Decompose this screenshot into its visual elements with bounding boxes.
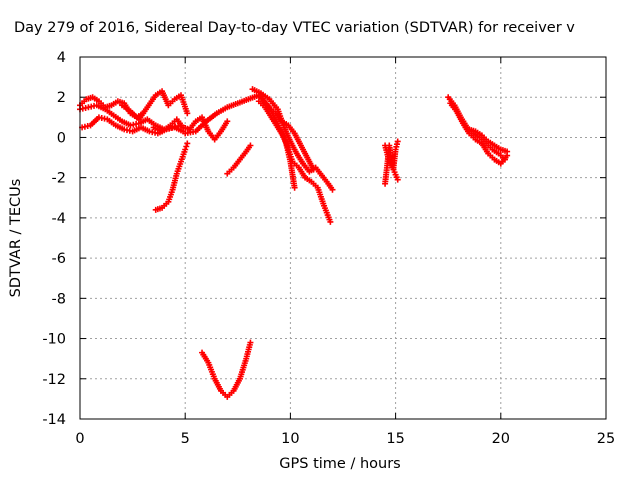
plot-frame	[79, 56, 607, 420]
data-point	[394, 138, 401, 145]
x-tick-label: 15	[386, 431, 404, 447]
x-tick-label: 20	[492, 431, 510, 447]
data-point	[504, 148, 511, 155]
y-tick-label: -6	[52, 251, 66, 267]
x-tick-label: 0	[75, 431, 84, 447]
chart-title: Day 279 of 2016, Sidereal Day-to-day VTE…	[14, 20, 575, 36]
data-point	[183, 143, 190, 150]
y-tick-label: -12	[42, 372, 66, 388]
y-tick-label: 4	[57, 50, 66, 66]
x-tick-label: 25	[597, 431, 615, 447]
y-tick-label: -8	[52, 291, 66, 307]
x-tick-label: 10	[281, 431, 299, 447]
data-point	[310, 166, 317, 173]
y-tick-label: -14	[42, 412, 66, 428]
y-tick-label: -2	[52, 171, 66, 187]
data-point	[224, 118, 231, 125]
data-point	[184, 140, 191, 147]
y-tick-label: -10	[42, 332, 66, 348]
x-axis-label: GPS time / hours	[279, 456, 401, 472]
y-tick-label: 0	[57, 130, 66, 146]
data-point	[291, 184, 298, 191]
data-point	[184, 110, 191, 117]
grid-lines	[80, 57, 606, 419]
y-tick-label: -4	[52, 211, 66, 227]
data-points	[77, 86, 511, 400]
data-point	[327, 218, 334, 225]
y-tick-label: 2	[57, 90, 66, 106]
data-point	[182, 146, 189, 153]
data-point	[247, 339, 254, 346]
data-point	[394, 176, 401, 183]
x-tick-label: 5	[181, 431, 190, 447]
data-point	[247, 142, 254, 149]
data-point	[329, 186, 336, 193]
